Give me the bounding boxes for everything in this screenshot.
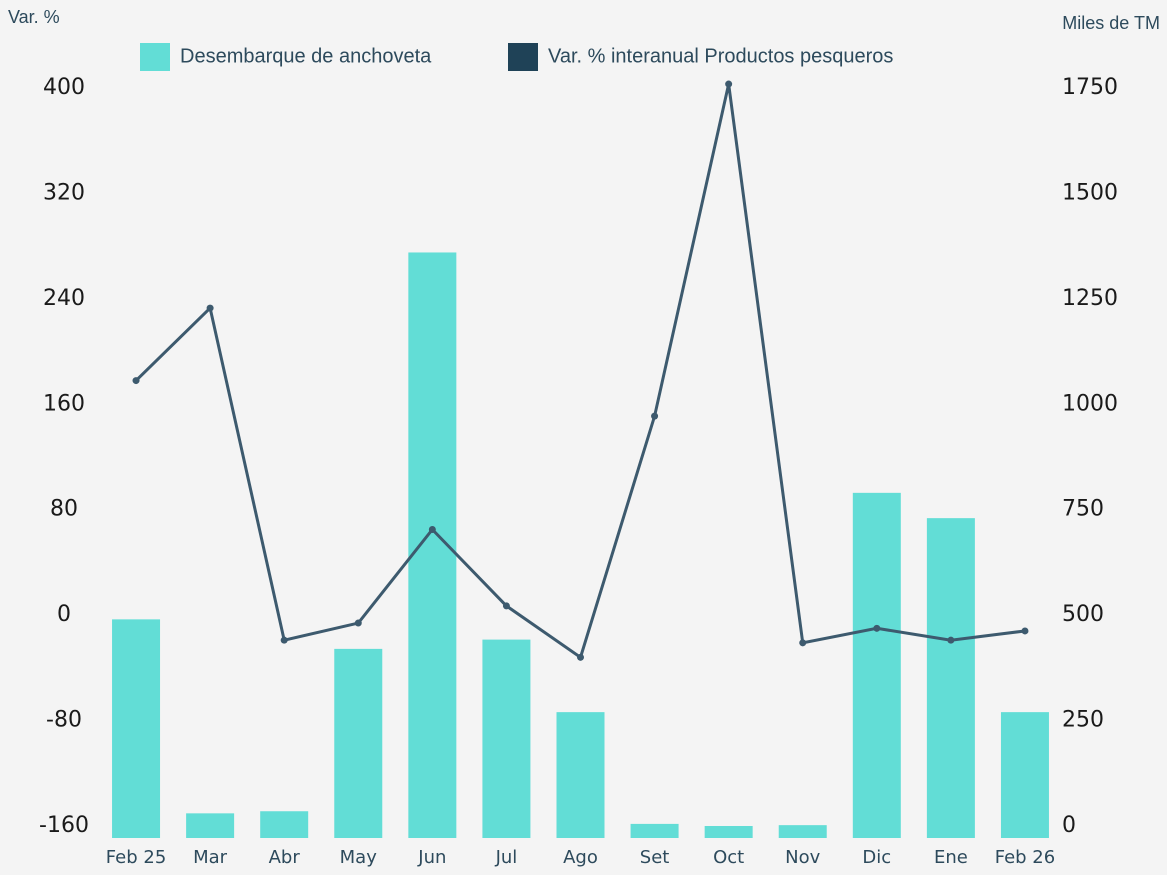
point	[428, 525, 436, 533]
x-tick-label: Oct	[713, 847, 744, 868]
y2-tick-label: 1250	[1062, 286, 1118, 311]
y2-tick-label: 750	[1062, 497, 1104, 522]
point	[725, 80, 733, 88]
y2-tick-label: 0	[1062, 813, 1076, 838]
y-axis-title: Var. %	[8, 7, 60, 27]
point	[1021, 627, 1029, 635]
bar	[852, 492, 901, 838]
y2-tick-label: 500	[1062, 602, 1104, 627]
y-tick-label: 80	[50, 497, 78, 522]
x-tick-label: Nov	[785, 847, 820, 868]
y-tick-label: 160	[43, 391, 85, 416]
point	[280, 636, 288, 644]
y2-axis-title: Miles de TM	[1062, 13, 1160, 33]
y2-tick-label: 1750	[1062, 75, 1118, 100]
bar	[260, 811, 309, 838]
bar	[926, 518, 975, 838]
bar	[186, 813, 235, 838]
point	[206, 304, 214, 312]
bar	[630, 823, 679, 838]
x-tick-label: Mar	[193, 847, 228, 868]
x-tick-label: Jul	[495, 847, 518, 868]
bar	[482, 639, 531, 838]
point	[873, 624, 881, 632]
point	[651, 412, 659, 420]
point	[577, 653, 584, 661]
bar	[556, 712, 605, 838]
y-tick-label: -160	[39, 813, 89, 838]
y2-tick-label: 1500	[1062, 180, 1118, 205]
bar	[112, 619, 161, 838]
y-tick-label: 400	[43, 75, 85, 100]
point	[799, 639, 807, 647]
bar	[704, 826, 753, 838]
point	[947, 636, 955, 644]
point	[354, 619, 362, 627]
x-tick-label: May	[340, 847, 378, 868]
legend-label: Var. % interanual Productos pesqueros	[548, 45, 893, 67]
bar	[778, 825, 827, 838]
y-tick-label: 240	[43, 286, 85, 311]
y2-tick-label: 250	[1062, 708, 1104, 733]
bar	[334, 648, 383, 838]
x-tick-label: Dic	[862, 847, 891, 868]
legend-swatch	[508, 43, 538, 71]
x-tick-label: Ene	[934, 847, 968, 868]
y-tick-label: 320	[43, 180, 85, 205]
x-tick-label: Set	[640, 847, 670, 868]
x-tick-label: Feb 25	[106, 847, 167, 868]
x-tick-label: Abr	[269, 847, 301, 868]
x-tick-label: Feb 26	[995, 847, 1056, 868]
legend-label: Desembarque de anchoveta	[180, 45, 432, 67]
point	[502, 602, 510, 610]
y-tick-label: -80	[46, 708, 82, 733]
point	[132, 377, 140, 385]
x-tick-label: Jun	[417, 847, 446, 868]
bar	[1000, 712, 1049, 838]
legend-swatch	[140, 43, 170, 71]
x-tick-label: Ago	[563, 847, 598, 868]
y2-tick-label: 1000	[1062, 391, 1118, 416]
y-tick-label: 0	[57, 602, 71, 627]
